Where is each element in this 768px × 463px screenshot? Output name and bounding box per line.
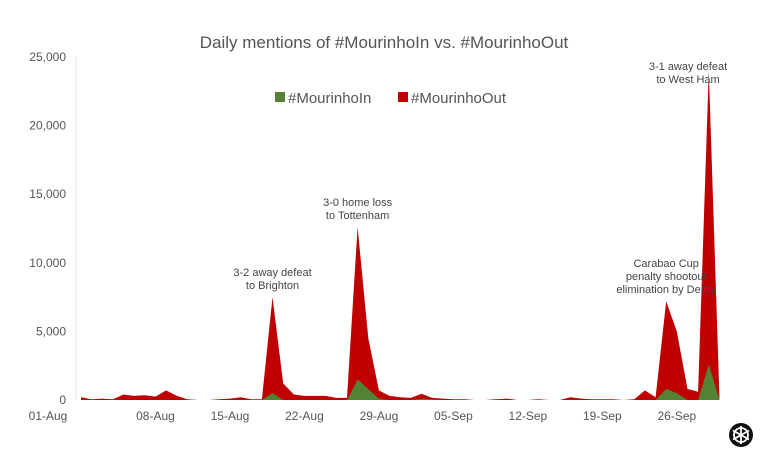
area-mourinhoout bbox=[81, 71, 719, 400]
area-mourinhoin bbox=[81, 364, 719, 400]
annotation-text: penalty shootout bbox=[626, 271, 707, 283]
legend: #MourinhoIn #MourinhoOut bbox=[275, 90, 507, 107]
annotation-text: 3-2 away defeat bbox=[233, 267, 311, 279]
x-tick-label: 08-Aug bbox=[136, 409, 175, 423]
x-tick-label: 15-Aug bbox=[211, 409, 250, 423]
x-tick-label: 26-Sep bbox=[657, 409, 696, 423]
x-tick-label: 22-Aug bbox=[285, 409, 324, 423]
y-tick-label: 0 bbox=[59, 393, 66, 407]
x-tick-label: 01-Aug bbox=[29, 409, 68, 423]
legend-swatch bbox=[275, 92, 285, 102]
x-tick-label: 05-Sep bbox=[434, 409, 473, 423]
annotation-text: to West Ham bbox=[656, 74, 719, 86]
series-areas bbox=[81, 71, 719, 400]
y-axis: 0 5,000 10,000 15,000 20,000 25,000 bbox=[29, 50, 66, 407]
y-tick-label: 25,000 bbox=[29, 50, 66, 64]
y-tick-label: 15,000 bbox=[29, 187, 66, 201]
annotation-text: 3-1 away defeat bbox=[649, 61, 727, 73]
annotation-text: 3-0 home loss bbox=[323, 197, 393, 209]
chart-title: Daily mentions of #MourinhoIn vs. #Mouri… bbox=[200, 33, 569, 52]
legend-swatch bbox=[398, 92, 408, 102]
x-tick-label: 19-Sep bbox=[583, 409, 622, 423]
x-tick-label: 12-Sep bbox=[509, 409, 548, 423]
annotation-text: to Brighton bbox=[246, 280, 299, 292]
y-tick-label: 20,000 bbox=[29, 119, 66, 133]
y-tick-label: 10,000 bbox=[29, 256, 66, 270]
x-axis: 01-Aug 08-Aug 15-Aug 22-Aug 29-Aug 05-Sep 12-S… bbox=[29, 409, 697, 423]
annotation-text: to Tottenham bbox=[326, 210, 389, 222]
annotation-text: elimination by Derby bbox=[616, 284, 716, 296]
legend-label: #MourinhoIn bbox=[288, 90, 371, 107]
logo-icon bbox=[729, 423, 753, 447]
y-tick-label: 5,000 bbox=[36, 324, 66, 338]
legend-label: #MourinhoOut bbox=[411, 90, 507, 107]
annotation-text: Carabao Cup bbox=[633, 258, 698, 270]
x-tick-label: 29-Aug bbox=[360, 409, 399, 423]
